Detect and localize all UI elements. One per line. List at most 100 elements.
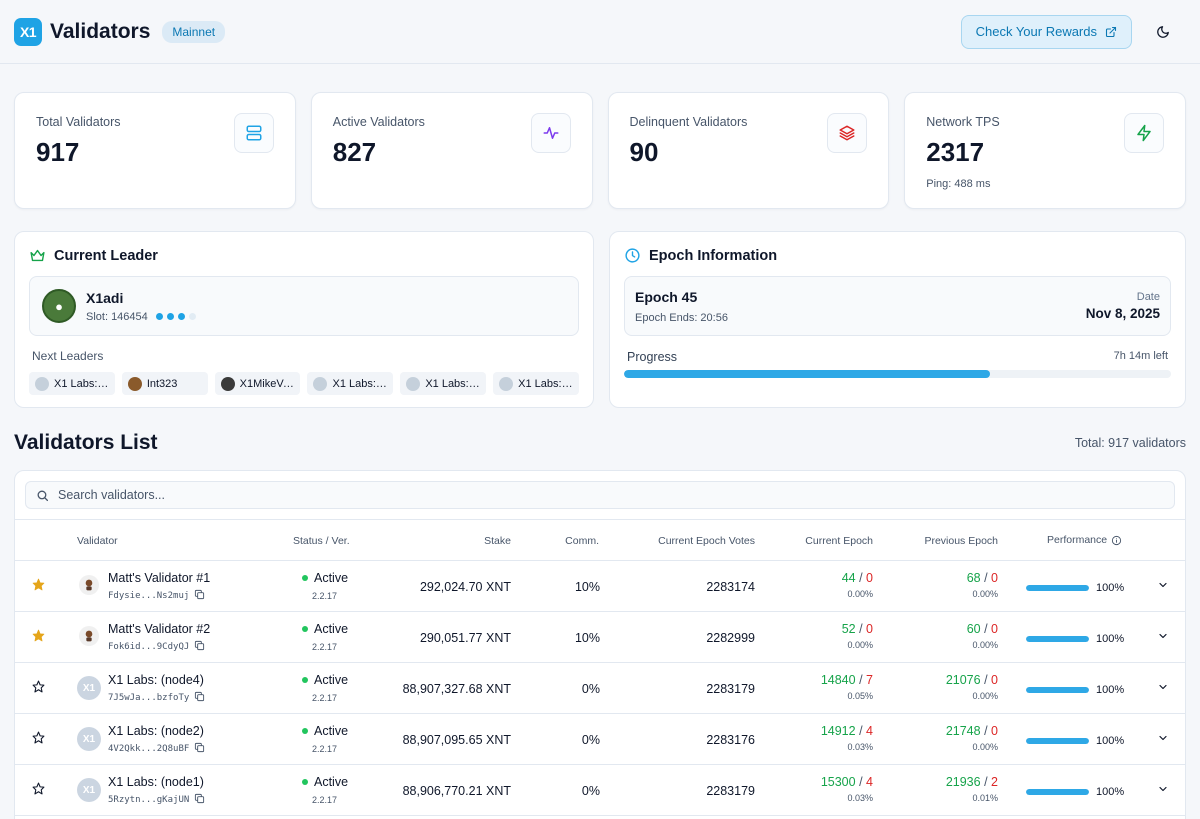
previous-epoch-bad: 0 bbox=[991, 724, 998, 738]
validator-name[interactable]: Matt's Validator #2 bbox=[108, 622, 211, 636]
current-epoch-credits: 44 / 0 0.00% bbox=[842, 571, 873, 599]
status-text: Active bbox=[314, 673, 349, 687]
previous-epoch-bad: 0 bbox=[991, 622, 998, 636]
current-epoch-pct: 0.00% bbox=[847, 640, 873, 650]
stat-value: 827 bbox=[332, 137, 377, 167]
chevron-down-icon[interactable] bbox=[1157, 579, 1169, 594]
current-leader-title: Current Leader bbox=[29, 247, 579, 264]
col-previous-epoch[interactable]: Previous Epoch bbox=[924, 535, 998, 547]
current-leader-title-text: Current Leader bbox=[54, 247, 158, 264]
table-row[interactable]: Matt's Validator #1 Fdysie...Ns2muj Active… bbox=[15, 561, 1185, 612]
current-epoch-credits: 14912 / 4 0.03% bbox=[821, 724, 873, 752]
validator-name[interactable]: X1 Labs: (node1) bbox=[108, 775, 204, 789]
next-leader-chip[interactable]: X1 Labs: (node6) bbox=[29, 372, 115, 395]
check-rewards-button[interactable]: Check Your Rewards bbox=[960, 14, 1132, 49]
votes-value: 2283174 bbox=[706, 580, 755, 594]
current-epoch-credits: 14840 / 7 0.05% bbox=[821, 673, 873, 701]
performance-value: 100% bbox=[1096, 633, 1125, 645]
search-bar[interactable] bbox=[25, 481, 1175, 509]
epoch-ends: Epoch Ends: 20:56 bbox=[635, 311, 728, 324]
validator-address: 4V2Qkk...2Q8uBF bbox=[108, 742, 205, 755]
status-badge: Active bbox=[302, 571, 348, 585]
performance-fill bbox=[1026, 789, 1089, 795]
next-leader-chip[interactable]: X1 Labs: (node1) bbox=[493, 372, 579, 395]
previous-epoch-good: 68 bbox=[966, 571, 981, 585]
col-comm[interactable]: Comm. bbox=[565, 535, 599, 547]
network-badge[interactable]: Mainnet bbox=[162, 20, 226, 43]
next-leader-chip[interactable]: X1 Labs: (node3) bbox=[307, 372, 394, 395]
col-validator[interactable]: Validator bbox=[77, 535, 118, 547]
next-leader-chip[interactable]: X1 Labs: (node5) bbox=[400, 372, 487, 395]
table-row[interactable]: X1 X1 Labs: (node4) 7J5wJa...bzfoTy Active 2… bbox=[15, 663, 1185, 714]
next-leader-name: X1 Labs: (node5) bbox=[425, 377, 480, 390]
slash: / bbox=[859, 622, 863, 636]
current-epoch-pct: 0.03% bbox=[847, 793, 873, 803]
validator-avatar bbox=[127, 376, 142, 391]
validator-name[interactable]: X1 Labs: (node2) bbox=[108, 724, 204, 738]
validator-name[interactable]: X1 Labs: (node4) bbox=[108, 673, 204, 687]
current-epoch-good: 15300 bbox=[820, 775, 856, 789]
slash: / bbox=[984, 571, 988, 585]
performance-cell: 100% bbox=[1026, 582, 1124, 594]
table-row[interactable]: Matt's Validator #2 Fok6id...9CdyQJ Active… bbox=[15, 612, 1185, 663]
status-text: Active bbox=[314, 571, 349, 585]
status-badge: Active bbox=[302, 724, 348, 738]
previous-epoch-pct: 0.00% bbox=[972, 640, 998, 650]
star-icon[interactable] bbox=[32, 731, 45, 747]
x1-avatar bbox=[313, 376, 328, 391]
current-epoch-pct: 0.05% bbox=[847, 691, 873, 701]
col-votes[interactable]: Current Epoch Votes bbox=[658, 535, 755, 547]
chevron-down-icon[interactable] bbox=[1157, 783, 1169, 798]
next-leader-chip[interactable]: X1MikeValidator bbox=[214, 372, 301, 395]
star-icon[interactable] bbox=[32, 680, 45, 696]
epoch-name: Epoch 45 bbox=[635, 288, 698, 305]
star-filled-icon[interactable] bbox=[32, 578, 45, 594]
chevron-down-icon[interactable] bbox=[1157, 681, 1169, 696]
x1-avatar: X1 bbox=[77, 676, 101, 700]
performance-value: 100% bbox=[1096, 684, 1125, 696]
slash: / bbox=[859, 775, 863, 789]
validator-address: Fdysie...Ns2muj bbox=[108, 589, 205, 602]
slash: / bbox=[984, 724, 988, 738]
theme-toggle-button[interactable] bbox=[1150, 19, 1176, 45]
copy-icon[interactable] bbox=[194, 640, 205, 653]
search-input[interactable] bbox=[58, 488, 1164, 502]
commission-value: 0% bbox=[581, 682, 600, 696]
previous-epoch-good: 21936 bbox=[945, 775, 981, 789]
leader-name: X1adi bbox=[86, 289, 124, 306]
status-badge: Active bbox=[302, 775, 348, 789]
table-row[interactable]: X1 X1 Labs: (node1) 5Rzytn...gKajUN Active 2… bbox=[15, 765, 1185, 816]
version-text: 2.2.17 bbox=[312, 642, 338, 652]
app-logo[interactable]: X1 bbox=[14, 17, 42, 46]
slash: / bbox=[859, 724, 863, 738]
col-performance[interactable]: Performance bbox=[1047, 534, 1122, 546]
stat-card-total: Total Validators 917 bbox=[14, 92, 296, 209]
copy-icon[interactable] bbox=[194, 589, 205, 602]
epoch-info-title-text: Epoch Information bbox=[649, 247, 778, 264]
star-filled-icon[interactable] bbox=[32, 629, 45, 645]
activity-icon bbox=[530, 113, 571, 153]
col-stake[interactable]: Stake bbox=[484, 535, 511, 547]
epoch-info-title: Epoch Information bbox=[624, 247, 1171, 264]
chevron-down-icon[interactable] bbox=[1157, 732, 1169, 747]
next-leader-chip[interactable]: Int323 bbox=[121, 372, 208, 395]
epoch-progress-fill bbox=[624, 370, 991, 378]
current-epoch-credits: 52 / 0 0.00% bbox=[842, 622, 873, 650]
table-row[interactable]: X1 X1 Labs: (node2) 4V2Qkk...2Q8uBF Active 2… bbox=[15, 714, 1185, 765]
copy-icon[interactable] bbox=[194, 793, 205, 806]
server-icon bbox=[233, 113, 274, 153]
copy-icon[interactable] bbox=[194, 742, 205, 755]
slash: / bbox=[984, 622, 988, 636]
star-icon[interactable] bbox=[32, 782, 45, 798]
info-icon[interactable] bbox=[1111, 535, 1122, 546]
copy-icon[interactable] bbox=[194, 691, 205, 704]
chevron-down-icon[interactable] bbox=[1157, 630, 1169, 645]
validator-name[interactable]: Matt's Validator #1 bbox=[108, 571, 211, 585]
col-status[interactable]: Status / Ver. bbox=[293, 535, 350, 547]
col-current-epoch[interactable]: Current Epoch bbox=[805, 535, 873, 547]
status-text: Active bbox=[314, 622, 349, 636]
performance-fill bbox=[1026, 687, 1089, 693]
leader-card[interactable]: ● X1adi Slot: 146454 bbox=[29, 276, 579, 336]
previous-epoch-pct: 0.00% bbox=[972, 691, 998, 701]
stat-card-delinquent: Delinquent Validators 90 bbox=[607, 92, 890, 209]
